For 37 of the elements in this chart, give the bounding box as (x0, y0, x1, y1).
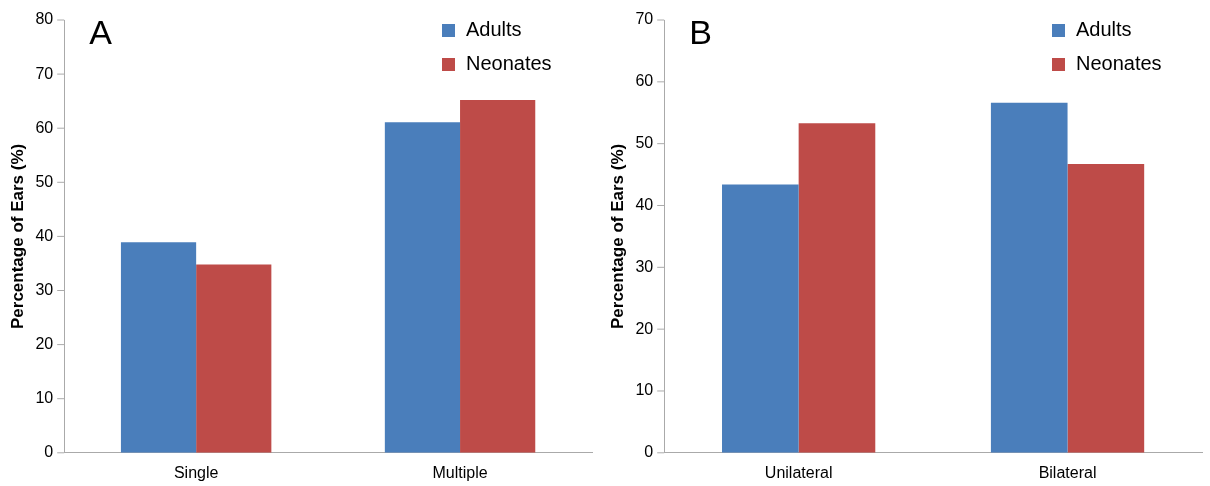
chart-title: A (89, 13, 113, 52)
bar (384, 122, 461, 453)
legend-label: Neonates (1076, 51, 1162, 74)
y-tick-label: 70 (35, 64, 54, 82)
bar (1067, 164, 1145, 453)
y-tick-label: 40 (35, 226, 54, 244)
y-tick-label: 10 (35, 389, 54, 407)
legend-label: Adults (1076, 17, 1132, 40)
y-tick-label: 60 (635, 72, 654, 90)
y-tick-label: 70 (635, 10, 654, 28)
x-tick-label: Unilateral (764, 463, 833, 481)
bar (798, 123, 876, 453)
x-tick-label: Single (173, 463, 219, 481)
y-tick-label: 10 (635, 381, 654, 399)
y-tick-label: 50 (635, 134, 654, 152)
y-axis-title: Percentage of Ears (%) (7, 143, 27, 329)
y-tick-label: 80 (35, 10, 54, 28)
y-tick-label: 0 (44, 443, 54, 461)
y-tick-label: 20 (635, 319, 654, 337)
chart-title: B (689, 13, 712, 52)
bar (460, 100, 536, 453)
legend-label: Neonates (466, 51, 552, 74)
y-tick-label: 50 (35, 172, 54, 190)
y-tick-label: 60 (35, 118, 54, 136)
x-tick-label: Bilateral (1038, 463, 1097, 481)
bar (722, 184, 799, 453)
y-tick-label: 30 (35, 280, 54, 298)
bar (196, 264, 272, 453)
y-tick-label: 40 (635, 195, 654, 213)
y-tick-label: 30 (635, 257, 654, 275)
x-tick-label: Multiple (432, 463, 488, 481)
y-tick-label: 20 (35, 335, 54, 353)
legend-label: Adults (466, 17, 522, 40)
bar (120, 242, 197, 453)
bar (990, 102, 1068, 453)
y-axis-title: Percentage of Ears (%) (607, 143, 627, 329)
y-tick-label: 0 (644, 443, 654, 461)
